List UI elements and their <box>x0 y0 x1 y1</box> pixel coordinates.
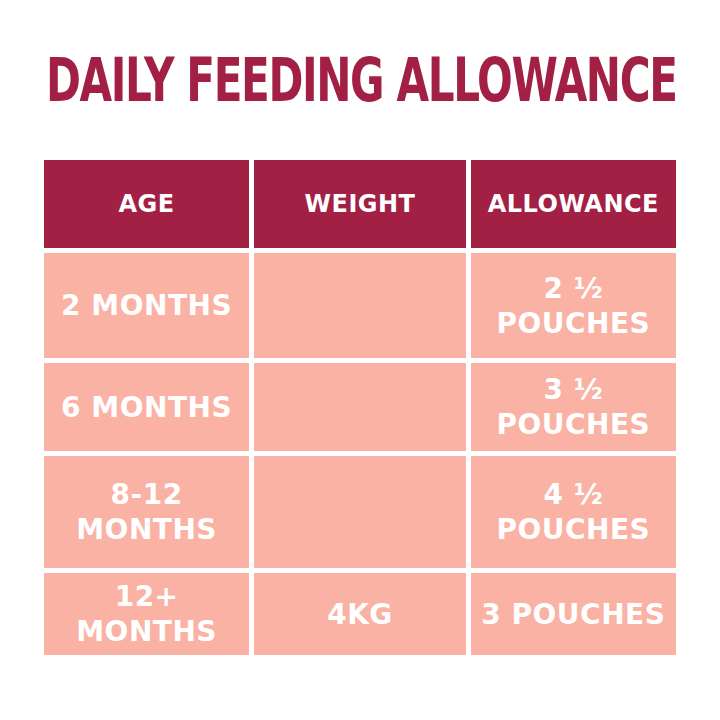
infographic-canvas: DAILY FEEDING ALLOWANCE AGE WEIGHT ALLOW… <box>0 0 720 720</box>
cell-age-row3: 8-12 MONTHS <box>44 456 249 568</box>
cell-age-row1: 2 MONTHS <box>44 253 249 358</box>
cell-weight-row4: 4KG <box>254 573 465 655</box>
cell-allowance-row3: 4 ½ POUCHES <box>471 456 676 568</box>
cell-weight-row2 <box>254 363 465 451</box>
column-header-weight: WEIGHT <box>254 160 465 248</box>
cell-allowance-row2: 3 ½ POUCHES <box>471 363 676 451</box>
cell-age-row2: 6 MONTHS <box>44 363 249 451</box>
page-title: DAILY FEEDING ALLOWANCE <box>46 54 677 105</box>
cell-allowance-row4: 3 POUCHES <box>471 573 676 655</box>
cell-weight-row3 <box>254 456 465 568</box>
cell-allowance-row1: 2 ½ POUCHES <box>471 253 676 358</box>
cell-age-row4: 12+ MONTHS <box>44 573 249 655</box>
column-header-allowance: ALLOWANCE <box>471 160 676 248</box>
column-header-age: AGE <box>44 160 249 248</box>
feeding-allowance-table: AGE WEIGHT ALLOWANCE 2 MONTHS 2 ½ POUCHE… <box>44 160 676 655</box>
cell-weight-row1 <box>254 253 465 358</box>
